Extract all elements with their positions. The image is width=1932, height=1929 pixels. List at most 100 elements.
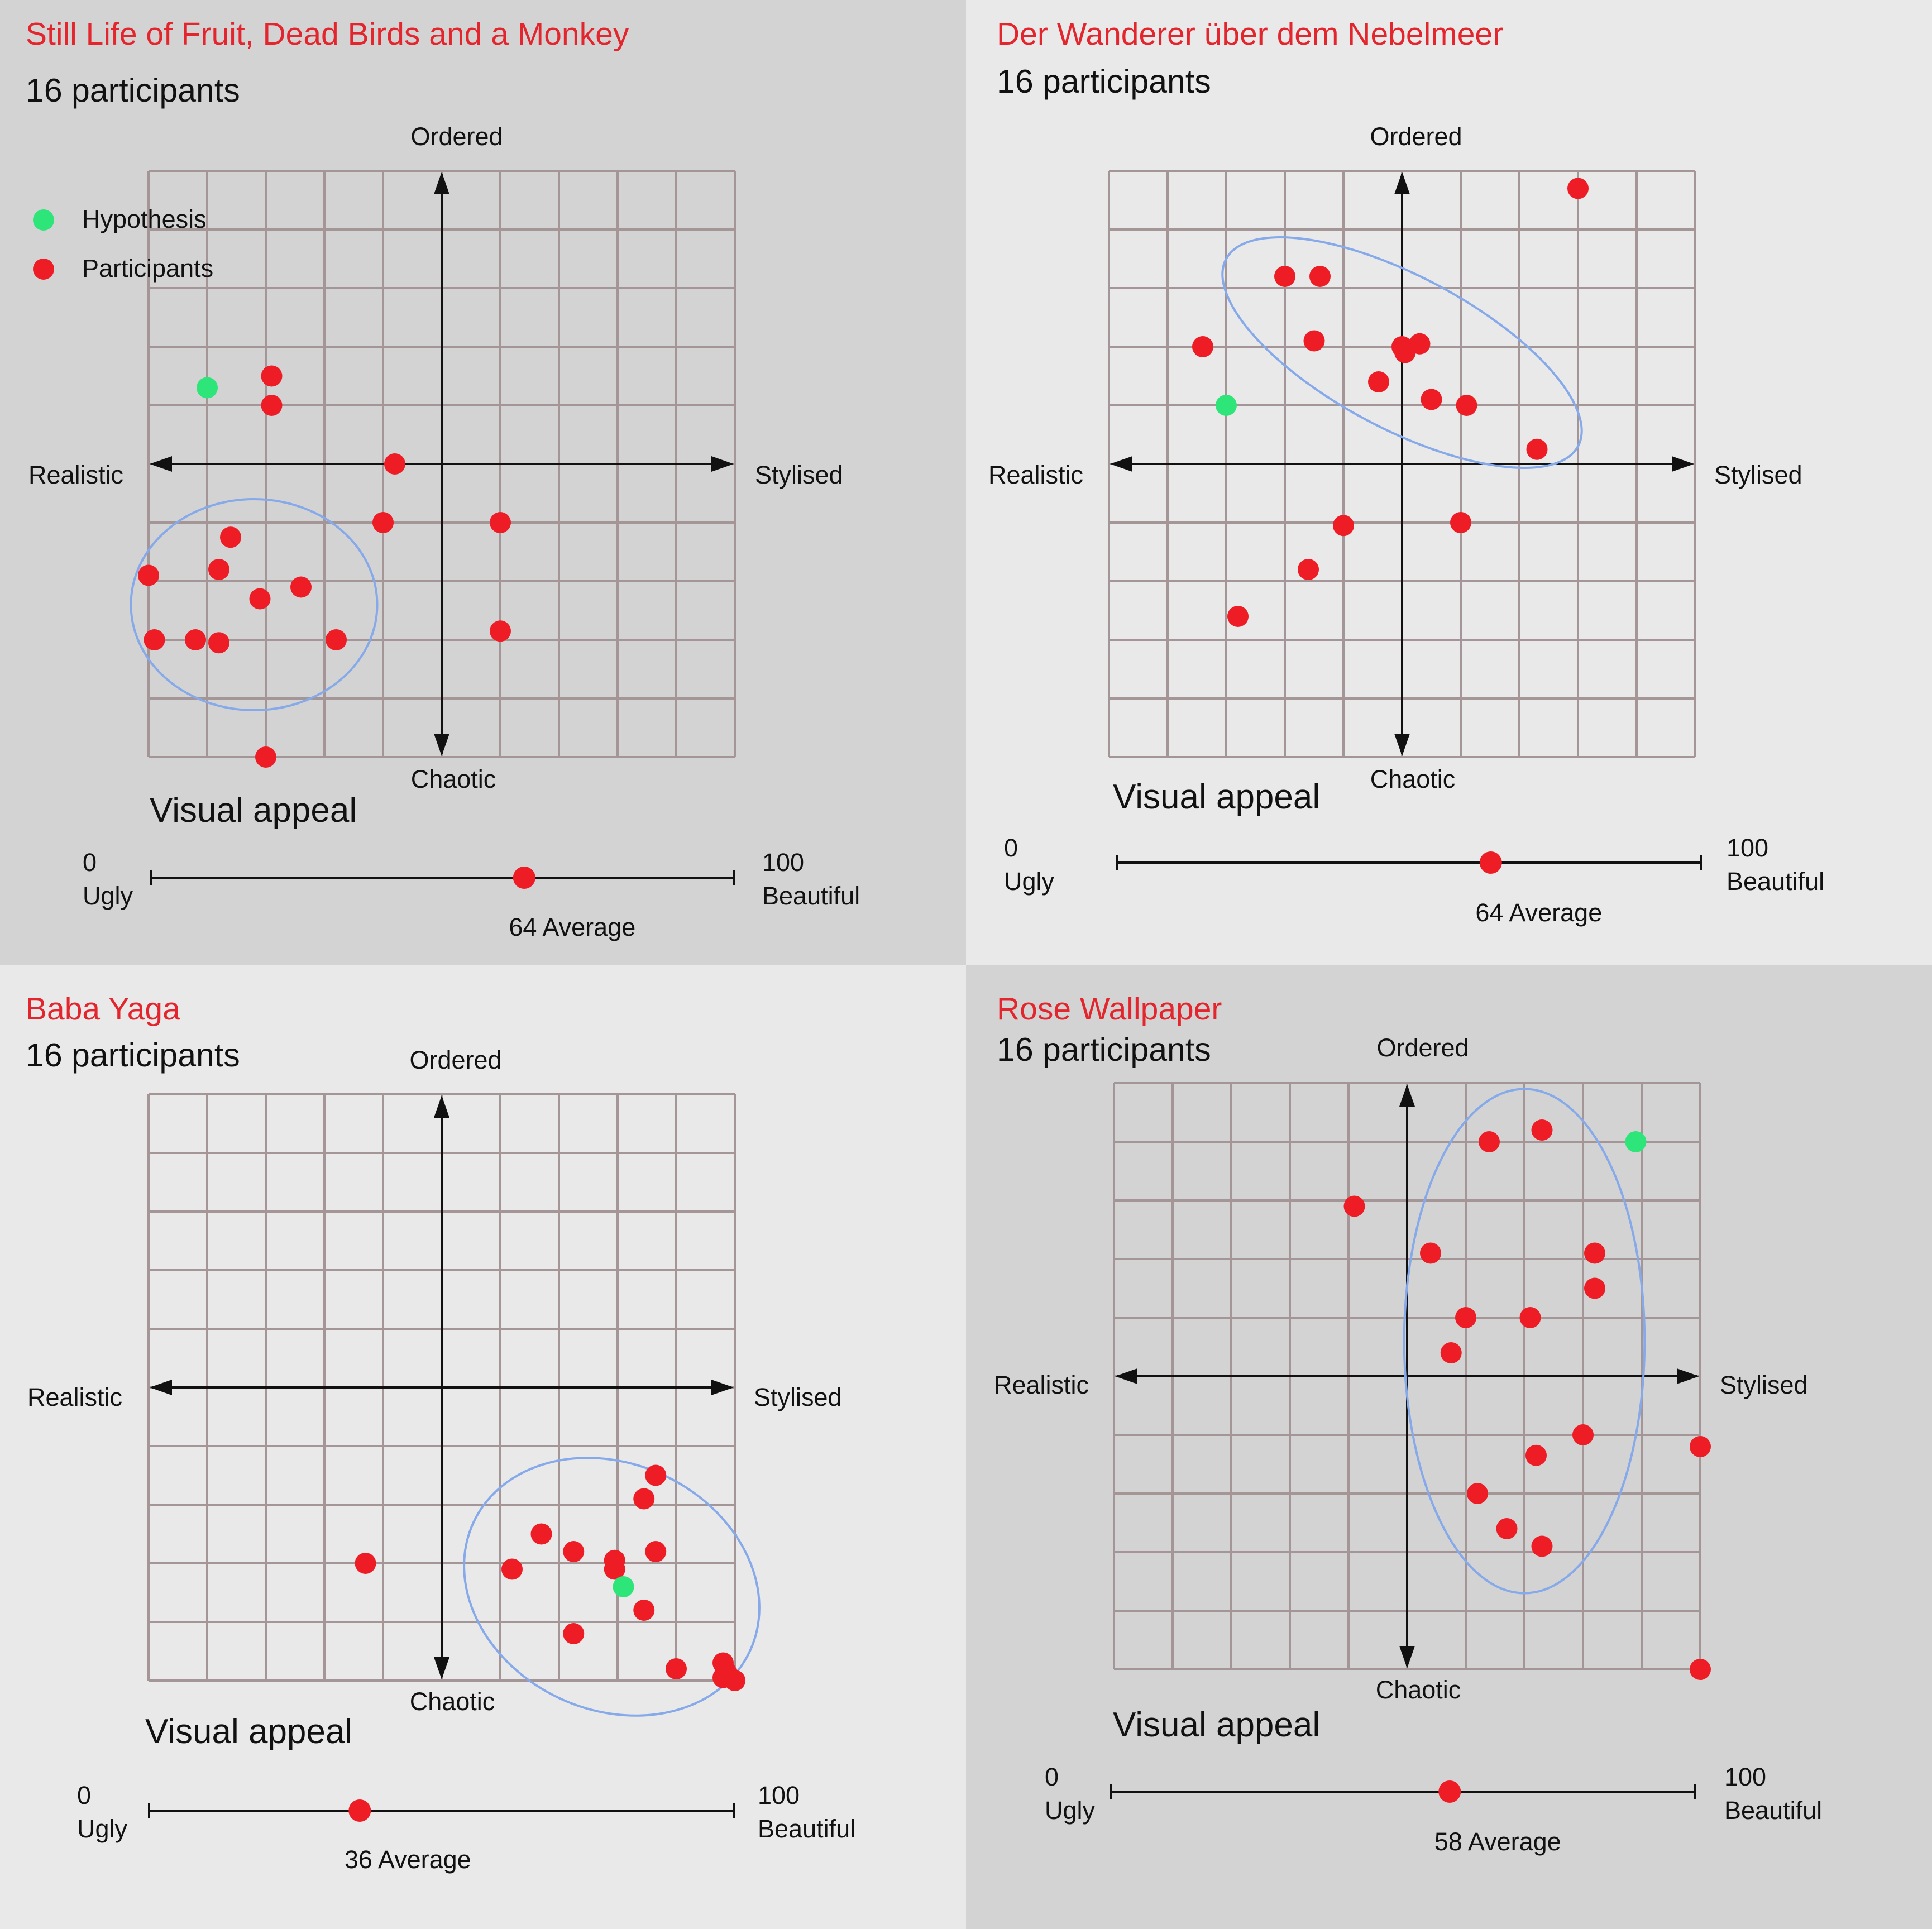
axis-label-left: Realistic — [27, 1383, 122, 1411]
participant-point — [1298, 559, 1319, 580]
appeal-min-value: 0 — [1045, 1763, 1059, 1791]
participant-point — [144, 629, 165, 650]
participant-point — [261, 365, 283, 387]
legend-participants-label: Participants — [82, 254, 214, 283]
axis-label-bottom: Chaotic — [1375, 1676, 1461, 1704]
appeal-average-label: 58 Average — [1434, 1827, 1561, 1856]
participant-point — [208, 632, 229, 654]
arrow-right-icon — [711, 1380, 734, 1395]
scatter-plot — [1110, 1082, 1711, 1803]
participant-point — [1584, 1242, 1605, 1264]
participant-point — [1456, 395, 1477, 416]
participant-point — [1690, 1436, 1711, 1457]
arrow-down-icon — [1394, 734, 1410, 756]
participant-point — [501, 1558, 523, 1580]
participant-point — [1567, 178, 1589, 199]
chart-title: Baba Yaga — [26, 991, 180, 1027]
participant-point — [563, 1623, 585, 1644]
scatter-plot — [33, 170, 736, 889]
arrow-left-icon — [1115, 1368, 1137, 1384]
participant-point — [1519, 1307, 1541, 1328]
participant-point — [384, 453, 405, 475]
appeal-max-value: 100 — [758, 1781, 800, 1810]
appeal-min-value: 0 — [77, 1781, 92, 1810]
participant-point — [249, 588, 271, 610]
appeal-average-label: 36 Average — [344, 1845, 471, 1874]
participant-point — [185, 629, 206, 650]
appeal-average-label: 64 Average — [1475, 898, 1603, 927]
participant-point — [490, 512, 511, 533]
appeal-max-label: Beautiful — [758, 1815, 856, 1843]
appeal-min-label: Ugly — [77, 1815, 128, 1843]
legend-participants-swatch — [33, 259, 54, 280]
participant-point — [1467, 1483, 1488, 1504]
axis-label-bottom: Chaotic — [1370, 765, 1456, 793]
participant-point — [1479, 1131, 1500, 1152]
axis-label-left: Realistic — [28, 461, 123, 489]
appeal-max-label: Beautiful — [1727, 867, 1825, 896]
cluster-ellipse — [130, 498, 379, 711]
appeal-average-marker — [348, 1799, 371, 1822]
participant-point — [1409, 333, 1431, 355]
axis-label-right: Stylised — [1714, 461, 1802, 489]
visual-appeal-label: Visual appeal — [1113, 778, 1321, 816]
axis-label-right: Stylised — [754, 1383, 842, 1411]
legend-hypothesis-swatch — [33, 209, 54, 231]
hypothesis-point — [1216, 395, 1237, 416]
participant-point — [1455, 1307, 1476, 1328]
scatter-plot — [147, 1093, 761, 1822]
axis-label-left: Realistic — [993, 1371, 1089, 1399]
participant-count: 16 participants — [997, 63, 1211, 100]
scatter-plot — [1108, 170, 1702, 874]
axis-label-top: Ordered — [1370, 122, 1462, 151]
cluster-ellipse — [1221, 236, 1583, 469]
arrow-right-icon — [711, 456, 734, 472]
participant-point — [490, 620, 511, 642]
chart-title: Der Wanderer über dem Nebelmeer — [997, 16, 1504, 52]
arrow-up-icon — [434, 1095, 449, 1118]
participant-point — [1572, 1424, 1594, 1445]
axis-label-bottom: Chaotic — [410, 765, 496, 793]
chart-panel-1: Still Life of Fruit, Dead Birds and a Mo… — [0, 0, 966, 965]
participant-point — [666, 1658, 687, 1679]
participant-point — [208, 559, 229, 580]
appeal-max-value: 100 — [762, 848, 805, 877]
axis-label-left: Realistic — [988, 461, 1083, 489]
participant-point — [1584, 1277, 1605, 1299]
appeal-max-label: Beautiful — [1724, 1796, 1823, 1825]
arrow-left-icon — [150, 1380, 172, 1395]
appeal-average-label: 64 Average — [509, 913, 636, 941]
arrow-left-icon — [150, 456, 172, 472]
participant-point — [1531, 1535, 1553, 1557]
appeal-max-value: 100 — [1727, 834, 1769, 862]
participant-point — [1192, 336, 1213, 357]
participant-point — [1343, 1195, 1365, 1217]
arrow-left-icon — [1110, 456, 1132, 472]
arrow-down-icon — [434, 734, 449, 756]
appeal-min-label: Ugly — [83, 882, 133, 910]
participant-point — [261, 395, 283, 416]
hypothesis-point — [197, 377, 218, 399]
axis-label-top: Ordered — [1376, 1033, 1469, 1062]
participant-count: 16 participants — [26, 1037, 240, 1074]
participant-point — [633, 1600, 655, 1621]
participant-count: 16 participants — [997, 1031, 1211, 1068]
participant-point — [633, 1488, 655, 1510]
participant-point — [1368, 371, 1389, 392]
chart-panel-2: Der Wanderer über dem Nebelmeer 16 partic… — [966, 0, 1932, 965]
participant-count: 16 participants — [26, 72, 240, 109]
participant-point — [1690, 1659, 1711, 1680]
participant-point — [1526, 438, 1548, 460]
visual-appeal-label: Visual appeal — [150, 791, 357, 830]
appeal-min-label: Ugly — [1004, 867, 1055, 896]
axis-label-top: Ordered — [410, 122, 503, 151]
participant-point — [290, 576, 312, 598]
chart-panel-3: Baba Yaga 16 participants Ordered Chaotic Re… — [0, 965, 966, 1929]
arrow-right-icon — [1677, 1368, 1699, 1384]
participant-point — [645, 1541, 667, 1562]
appeal-min-label: Ugly — [1045, 1796, 1096, 1825]
axis-label-top: Ordered — [409, 1046, 502, 1074]
arrow-down-icon — [1399, 1646, 1415, 1668]
arrow-up-icon — [434, 172, 449, 194]
appeal-average-marker — [513, 867, 535, 889]
